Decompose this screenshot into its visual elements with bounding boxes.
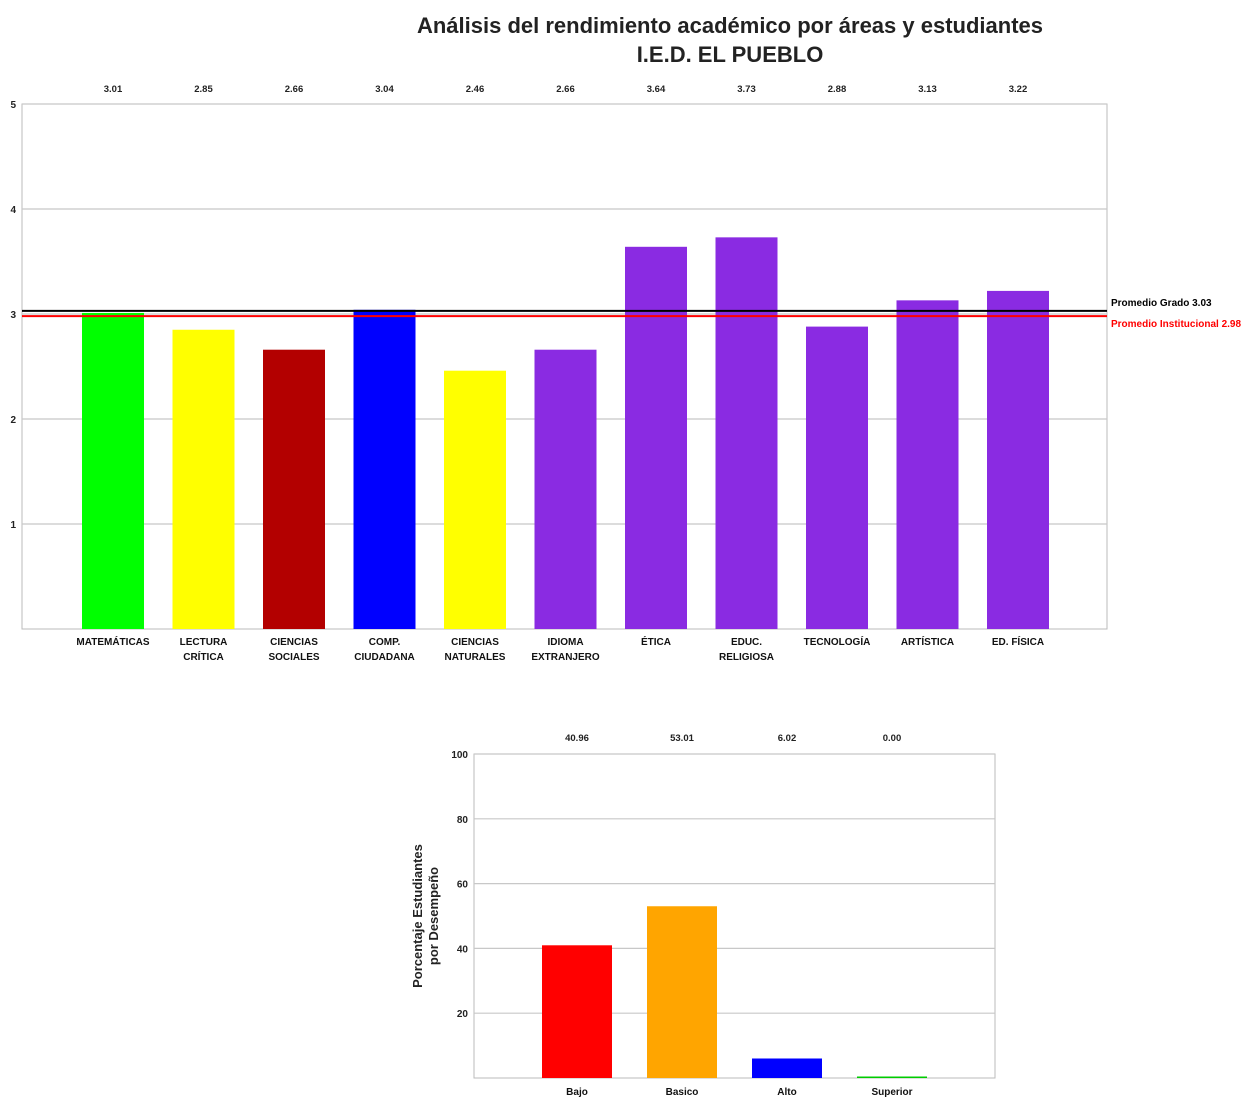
chart-title: Análisis del rendimiento académico por á…	[417, 13, 1043, 38]
category-label: Superior	[871, 1087, 912, 1098]
y-axis-label-line: Porcentaje Estudiantes	[410, 844, 425, 988]
y-tick-label: 2	[10, 415, 16, 426]
chart-subtitle: I.E.D. EL PUEBLO	[637, 42, 824, 67]
value-label: 6.02	[778, 733, 797, 744]
area-performance-chart: Análisis del rendimiento académico por á…	[10, 13, 1241, 663]
y-tick-label: 100	[451, 750, 468, 761]
bar	[715, 237, 778, 629]
bar	[353, 309, 416, 629]
category-label: EDUC.	[731, 637, 762, 648]
y-tick-label: 40	[457, 944, 469, 955]
category-label: Basico	[666, 1087, 699, 1098]
y-tick-label: 80	[457, 815, 469, 826]
bar	[172, 329, 235, 629]
value-label: 3.22	[1009, 84, 1028, 95]
value-label: 2.66	[556, 84, 575, 95]
y-axis-label-line: por Desempeño	[426, 867, 441, 965]
value-label: 2.85	[194, 84, 213, 95]
bar	[806, 326, 868, 629]
category-label: RELIGIOSA	[719, 652, 774, 663]
value-label: 40.96	[565, 733, 589, 744]
category-label: COMP.	[369, 637, 401, 648]
category-label: NATURALES	[445, 652, 506, 663]
category-label: CIUDADANA	[354, 652, 415, 663]
bar	[987, 290, 1049, 629]
bar	[542, 945, 612, 1078]
category-label: MATEMÁTICAS	[76, 635, 149, 648]
value-label: 3.01	[104, 84, 123, 95]
value-label: 3.04	[375, 84, 394, 95]
value-label: 2.46	[466, 84, 485, 95]
bar	[896, 300, 959, 629]
value-label: 2.88	[828, 84, 847, 95]
y-axis-label: Porcentaje Estudiantes por Desempeño	[410, 844, 441, 988]
value-label: 3.13	[918, 84, 937, 95]
y-tick-label: 60	[457, 880, 469, 891]
category-label: EXTRANJERO	[531, 652, 600, 663]
bar	[647, 906, 717, 1078]
y-tick-label: 1	[10, 520, 16, 531]
y-tick-label: 4	[10, 205, 16, 216]
bar	[263, 349, 325, 629]
category-label: Bajo	[566, 1087, 588, 1098]
y-tick-label: 3	[10, 310, 16, 321]
category-label: ARTÍSTICA	[901, 635, 954, 648]
category-label: SOCIALES	[268, 652, 319, 663]
category-label: IDIOMA	[547, 637, 583, 648]
reference-label: Promedio Grado 3.03	[1111, 298, 1212, 309]
reference-label: Promedio Institucional 2.98	[1111, 319, 1241, 330]
bar	[82, 312, 144, 629]
value-label: 3.73	[737, 84, 756, 95]
category-label: ED. FÍSICA	[992, 635, 1044, 648]
category-label: Alto	[777, 1087, 796, 1098]
value-label: 3.64	[647, 84, 666, 95]
y-tick-label: 20	[457, 1009, 469, 1020]
bar	[444, 370, 506, 629]
category-label: CIENCIAS	[451, 637, 499, 648]
value-label: 2.66	[285, 84, 304, 95]
value-label: 0.00	[883, 733, 902, 744]
y-tick-label: 5	[10, 100, 16, 111]
bar	[752, 1058, 822, 1078]
category-label: CIENCIAS	[270, 637, 318, 648]
value-label: 53.01	[670, 733, 694, 744]
category-label: TECNOLOGÍA	[804, 635, 871, 648]
bar	[857, 1076, 927, 1078]
category-label: CRÍTICA	[183, 650, 224, 663]
category-label: LECTURA	[180, 637, 228, 648]
category-label: ÉTICA	[641, 635, 671, 648]
bar	[534, 349, 597, 629]
